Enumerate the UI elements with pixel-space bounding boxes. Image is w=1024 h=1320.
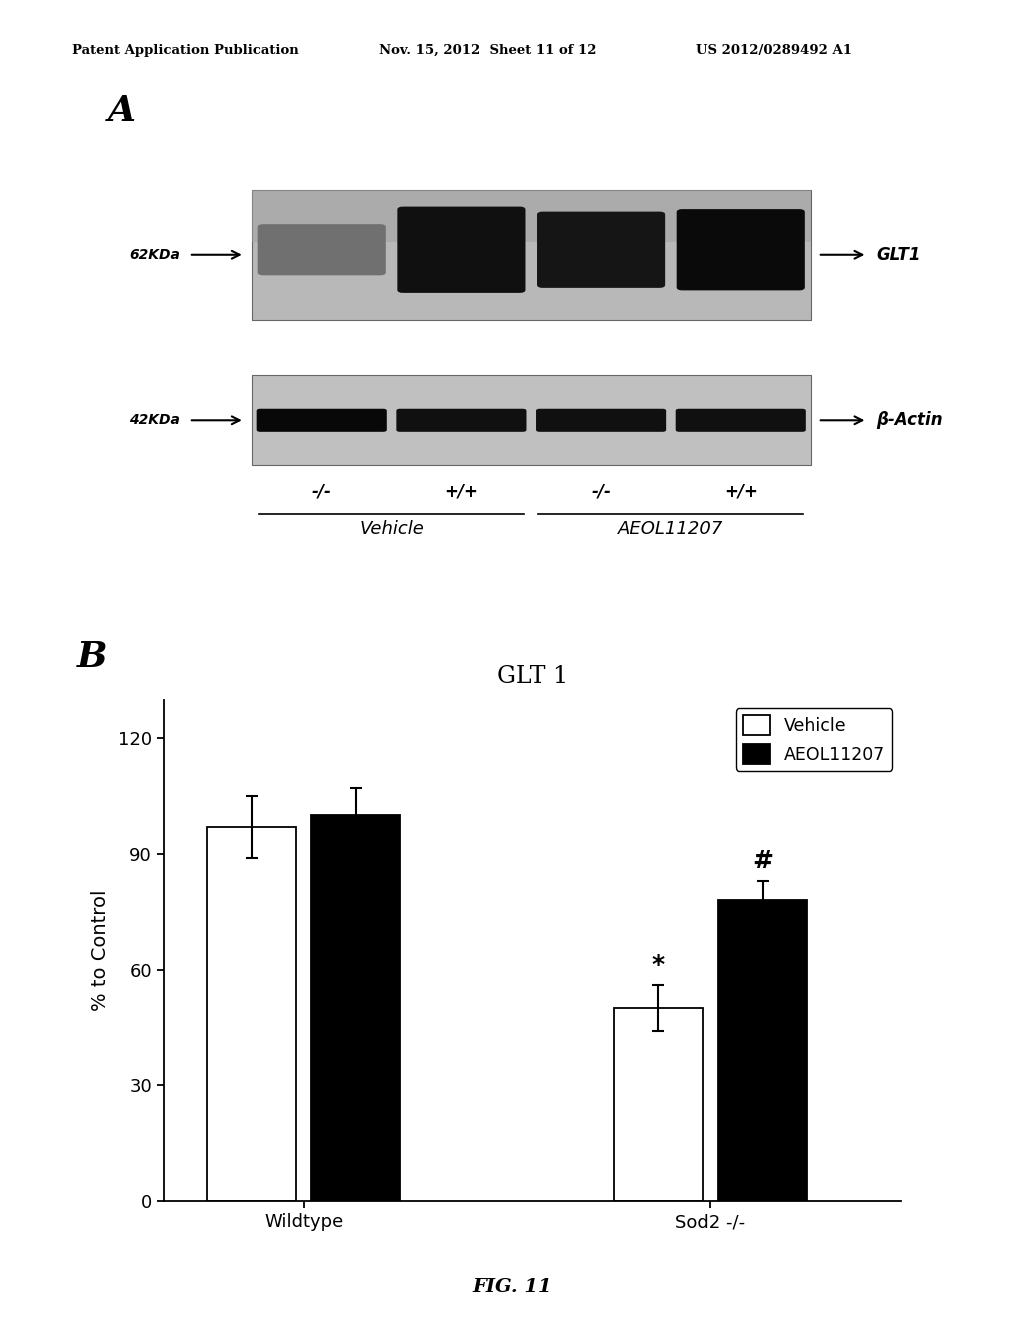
Text: GLT1: GLT1	[877, 246, 921, 264]
Text: A: A	[108, 94, 136, 128]
FancyBboxPatch shape	[257, 409, 387, 432]
Text: Patent Application Publication: Patent Application Publication	[72, 44, 298, 57]
Bar	[252, 375, 811, 466]
Text: FIG. 11: FIG. 11	[472, 1278, 552, 1296]
Text: +/+: +/+	[724, 483, 758, 502]
Text: Nov. 15, 2012  Sheet 11 of 12: Nov. 15, 2012 Sheet 11 of 12	[379, 44, 596, 57]
FancyBboxPatch shape	[258, 224, 386, 276]
Text: -/-: -/-	[311, 483, 332, 502]
Text: #: #	[752, 849, 773, 874]
Bar	[207, 826, 296, 1201]
Text: 42KDa: 42KDa	[129, 413, 180, 428]
Title: GLT 1: GLT 1	[497, 665, 568, 688]
FancyBboxPatch shape	[676, 409, 806, 432]
Bar	[613, 1008, 702, 1201]
Text: B: B	[77, 640, 108, 675]
Text: Vehicle: Vehicle	[359, 520, 424, 539]
Text: 62KDa: 62KDa	[129, 248, 180, 261]
Legend: Vehicle, AEOL11207: Vehicle, AEOL11207	[735, 709, 893, 771]
FancyBboxPatch shape	[677, 209, 805, 290]
Text: *: *	[651, 953, 665, 977]
Text: US 2012/0289492 A1: US 2012/0289492 A1	[696, 44, 852, 57]
FancyBboxPatch shape	[397, 207, 525, 293]
Bar	[252, 190, 811, 242]
FancyBboxPatch shape	[536, 409, 667, 432]
Bar	[311, 816, 400, 1201]
Text: -/-: -/-	[591, 483, 611, 502]
Bar	[718, 900, 807, 1201]
FancyBboxPatch shape	[537, 211, 666, 288]
Text: +/+: +/+	[444, 483, 478, 502]
FancyBboxPatch shape	[396, 409, 526, 432]
Text: AEOL11207: AEOL11207	[618, 520, 724, 539]
Text: β-Actin: β-Actin	[877, 412, 943, 429]
Bar	[252, 190, 811, 319]
Y-axis label: % to Control: % to Control	[90, 890, 110, 1011]
